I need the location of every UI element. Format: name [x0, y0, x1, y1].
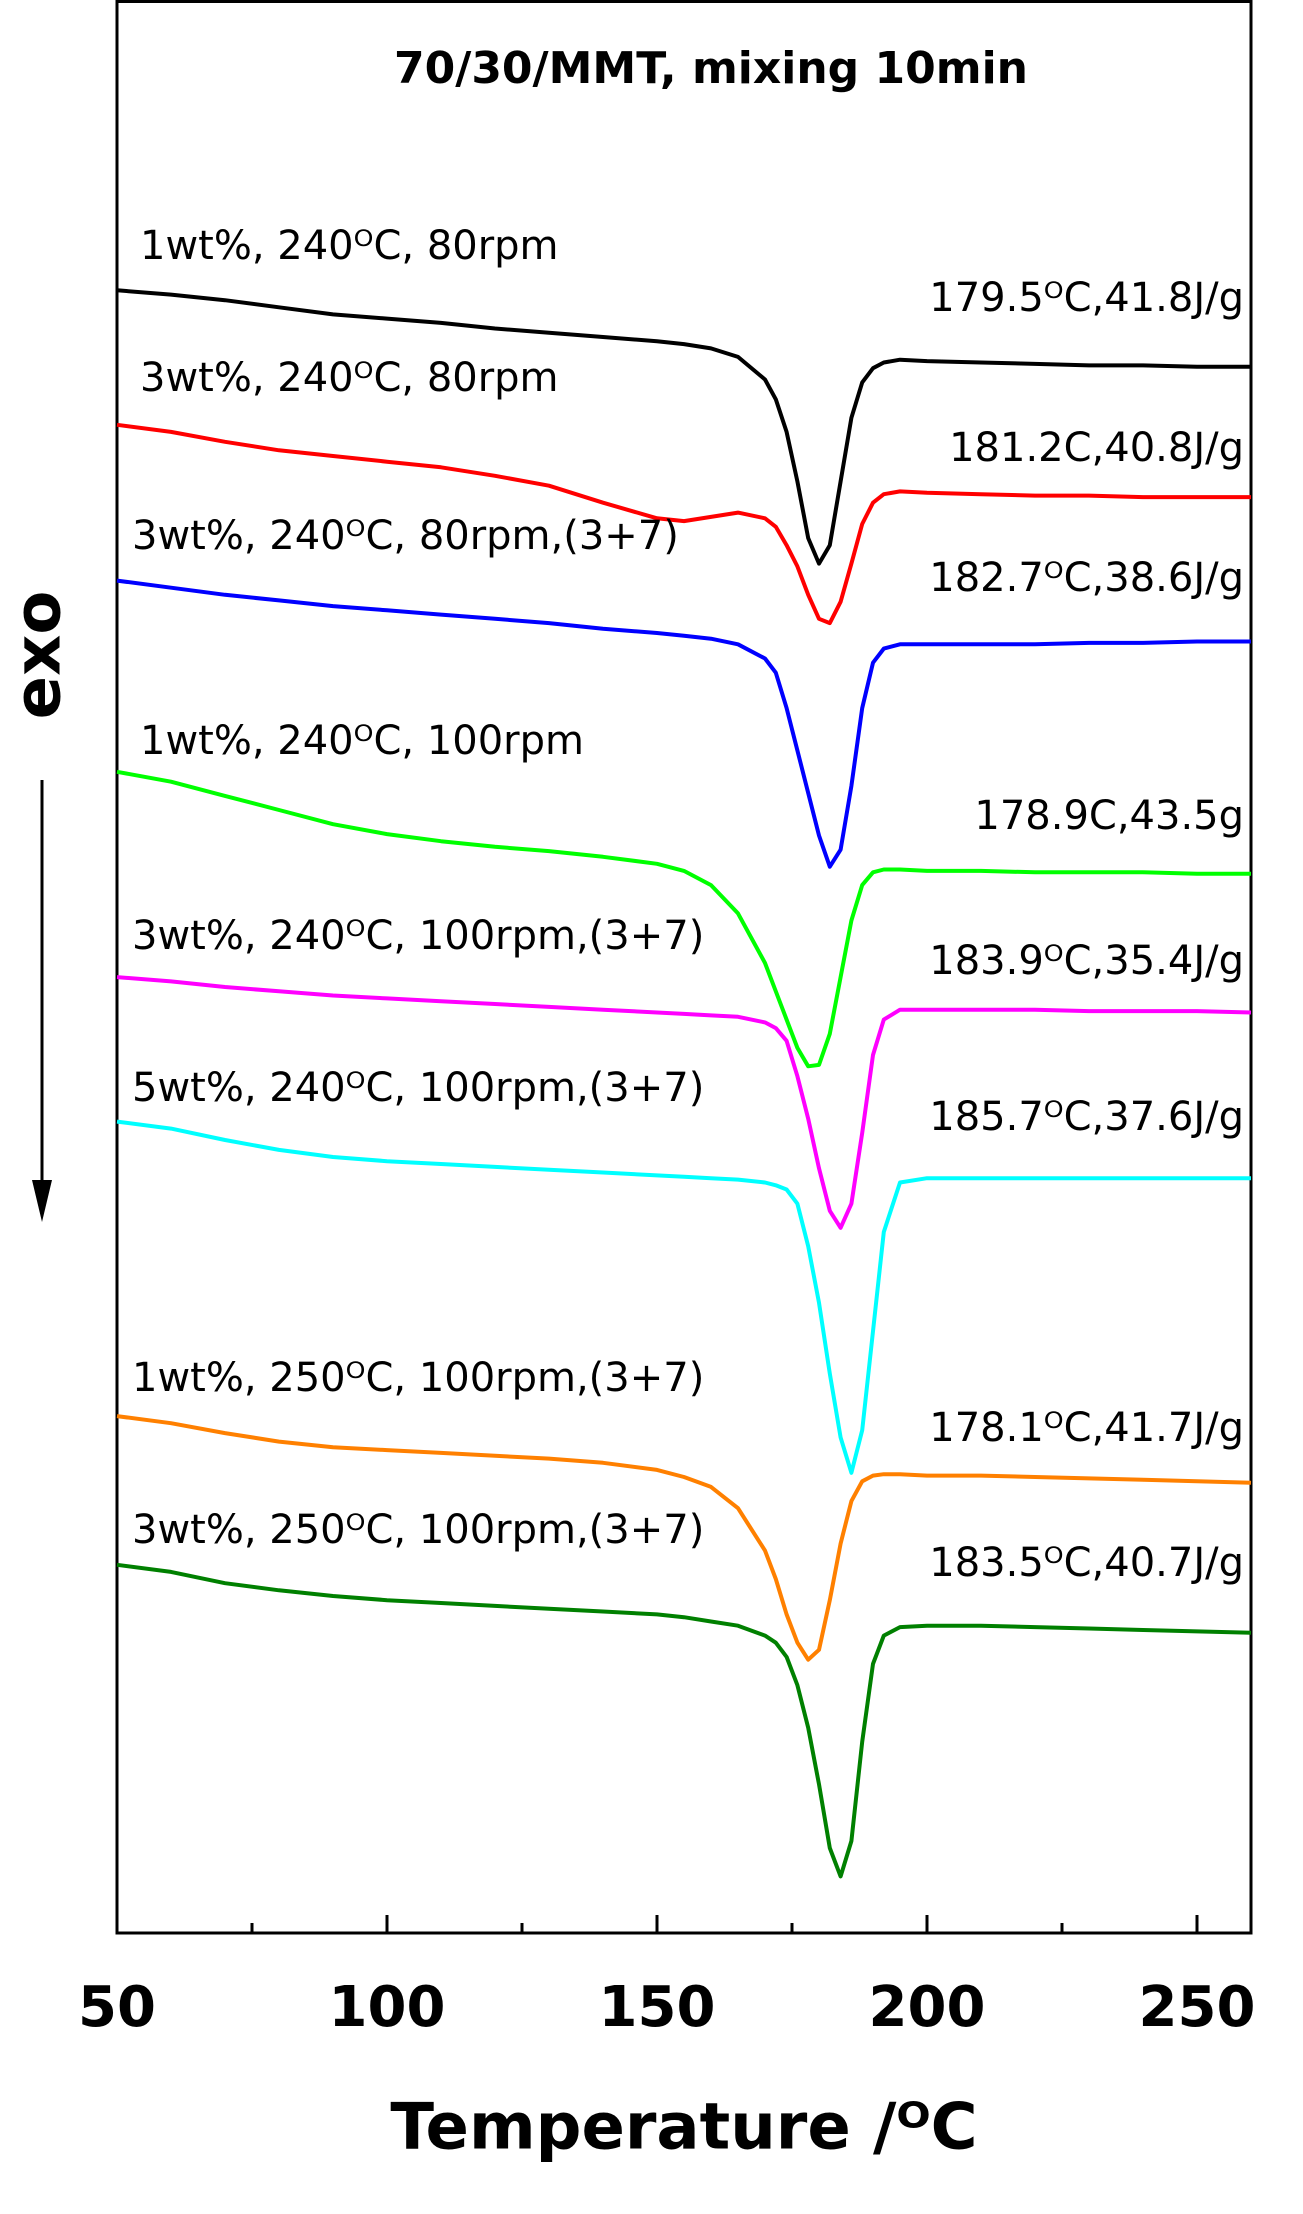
- peak-annotation: 183.9ᴼC,35.4J/g: [929, 938, 1244, 984]
- series-line: [116, 422, 1251, 626]
- series-line: [116, 769, 1251, 1069]
- series-label: 3wt%, 250ᴼC, 100rpm,(3+7): [132, 1507, 704, 1553]
- series-label: 1wt%, 240ᴼC, 100rpm: [140, 718, 584, 764]
- series-label: 1wt%, 240ᴼC, 80rpm: [140, 223, 559, 269]
- series-line: [116, 975, 1252, 1230]
- peak-annotation: 178.9C,43.5g: [974, 793, 1244, 839]
- x-axis-title: Temperature /ᴼC: [390, 2091, 977, 2165]
- peak-annotation: 181.2C,40.8J/g: [949, 425, 1244, 471]
- peak-annotation: 182.7ᴼC,38.6J/g: [929, 555, 1244, 601]
- peak-annotation: 179.5ᴼC,41.8J/g: [929, 275, 1244, 321]
- peak-annotation: 185.7ᴼC,37.6J/g: [929, 1094, 1244, 1140]
- series-label: 3wt%, 240ᴼC, 100rpm,(3+7): [132, 913, 704, 959]
- series-line: [116, 1119, 1251, 1475]
- series-label: 3wt%, 240ᴼC, 80rpm: [140, 355, 559, 401]
- peak-annotation: 183.5ᴼC,40.7J/g: [929, 1540, 1244, 1586]
- x-tick-label: 150: [599, 1975, 716, 2040]
- series-line: [116, 288, 1251, 566]
- peak-annotation: 178.1ᴼC,41.7J/g: [929, 1405, 1244, 1451]
- series-label: 5wt%, 240ᴼC, 100rpm,(3+7): [132, 1065, 704, 1111]
- series-label: 1wt%, 250ᴼC, 100rpm,(3+7): [132, 1355, 704, 1401]
- chart-title: 70/30/MMT, mixing 10min: [394, 43, 1028, 94]
- series-label: 3wt%, 240ᴼC, 80rpm,(3+7): [132, 513, 679, 559]
- series-line: [116, 1414, 1252, 1662]
- x-tick-label: 200: [869, 1975, 986, 2040]
- x-tick-label: 100: [329, 1975, 446, 2040]
- x-tick-label: 50: [78, 1975, 156, 2040]
- plot-frame: [115, 0, 1253, 1935]
- y-axis-title: exo: [2, 591, 76, 720]
- x-tick-label: 250: [1139, 1975, 1256, 2040]
- series-line: [116, 578, 1251, 869]
- series-line: [116, 1562, 1252, 1879]
- exo-arrow-head: [32, 1180, 52, 1222]
